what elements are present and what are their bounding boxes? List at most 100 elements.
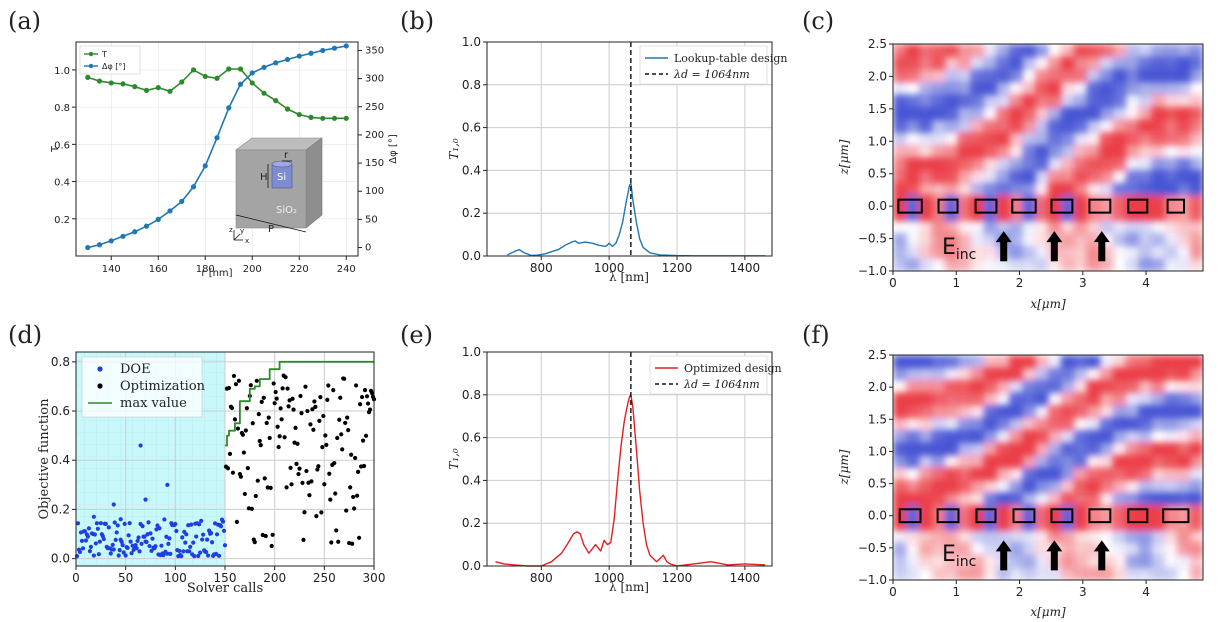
field-cell	[944, 81, 959, 96]
field-cell	[905, 170, 920, 184]
optimization-point	[272, 401, 277, 406]
field-cell	[944, 107, 959, 121]
field-cell	[931, 44, 946, 58]
field-cell	[1060, 417, 1075, 431]
legend-a-label-t: T	[101, 50, 107, 59]
data-point	[143, 87, 150, 93]
field-cell	[944, 195, 959, 209]
optimization-point	[290, 396, 295, 401]
field-cell	[1151, 81, 1165, 96]
pillar-outline	[937, 198, 959, 214]
field-cell	[957, 56, 972, 70]
field-cell	[944, 530, 959, 544]
field-cell	[893, 182, 907, 196]
field-cell	[1009, 480, 1023, 494]
field-cell	[1112, 144, 1127, 159]
field-cell	[970, 170, 985, 184]
doe-point	[214, 532, 220, 537]
field-cell	[906, 221, 920, 234]
legend-d-marker-opt	[97, 383, 103, 389]
field-cell	[996, 258, 1010, 271]
doe-point	[194, 534, 199, 539]
field-cell	[983, 144, 997, 159]
field-cell	[1099, 69, 1114, 83]
field-cell	[957, 542, 972, 556]
field-cell	[957, 81, 972, 96]
field-cell	[918, 69, 933, 83]
xlabel-a: r [nm]	[201, 268, 232, 279]
field-cell	[970, 555, 985, 569]
data-point	[202, 73, 208, 80]
y-tick-label: 0.5	[868, 477, 887, 491]
field-cell	[957, 367, 972, 381]
data-point	[249, 70, 255, 76]
pillar-outline	[1162, 508, 1190, 524]
data-point	[237, 66, 244, 72]
field-cell	[983, 258, 997, 271]
y-tick-label: 0.5	[868, 167, 887, 181]
field-cell	[1009, 430, 1023, 444]
doe-point	[188, 544, 193, 549]
field-cell	[970, 157, 985, 171]
field-cell	[1009, 220, 1023, 234]
field-cell	[970, 355, 985, 369]
field-cell	[1177, 157, 1191, 171]
field-cell	[918, 157, 933, 171]
field-cell	[1138, 467, 1152, 481]
field-cell	[893, 132, 907, 146]
field-cell	[1073, 392, 1088, 406]
field-cell	[1164, 207, 1178, 222]
x-tick-label: 1200	[662, 571, 693, 585]
optimization-point	[308, 422, 313, 427]
y-tick-label: 2.0	[868, 380, 887, 394]
field-cell	[1099, 157, 1114, 171]
field-cell	[1035, 207, 1049, 222]
data-point	[108, 80, 114, 86]
field-cell	[1099, 132, 1114, 146]
field-cell	[1009, 392, 1023, 406]
field-cell	[1073, 555, 1088, 569]
optimization-point	[235, 426, 241, 431]
field-cell	[931, 555, 946, 569]
field-cell	[1022, 392, 1036, 406]
field-cell	[1177, 182, 1191, 196]
field-cell	[1099, 417, 1114, 431]
field-cell	[957, 69, 972, 83]
doe-point	[149, 548, 154, 553]
field-cell	[1009, 442, 1023, 456]
field-cell	[1048, 182, 1062, 196]
field-cell	[1086, 94, 1101, 108]
field-cell	[1113, 258, 1127, 271]
field-cell	[1164, 417, 1178, 431]
optimization-point	[273, 389, 278, 395]
data-point	[214, 135, 220, 141]
field-cell	[918, 430, 933, 444]
data-point	[167, 208, 173, 214]
field-cell	[893, 480, 907, 494]
field-cell	[1164, 220, 1178, 234]
panel-label-a: (a)	[8, 7, 41, 35]
field-cell	[970, 530, 985, 544]
field-cell	[957, 220, 972, 234]
field-cell	[1035, 195, 1049, 209]
field-cell	[931, 170, 946, 184]
field-cell	[996, 492, 1010, 506]
optimization-point	[312, 399, 317, 404]
field-cell	[970, 233, 985, 247]
optimization-point	[316, 464, 321, 469]
optimization-point	[325, 397, 330, 402]
ylabel-b: T₁,₀	[447, 138, 461, 160]
field-cell	[983, 530, 997, 544]
field-cell	[983, 505, 997, 519]
x-tick-label: 220	[290, 264, 309, 275]
field-cell	[996, 182, 1010, 196]
ylabel-a: T	[50, 145, 61, 153]
field-cell	[893, 44, 907, 58]
data-point	[155, 216, 161, 222]
y2-tick-label: 0	[365, 243, 371, 254]
field-cell	[1138, 170, 1152, 184]
field-cell	[1099, 455, 1114, 469]
field-cell	[1009, 505, 1023, 519]
field-cell	[1151, 258, 1165, 271]
field-map-f	[893, 355, 1203, 580]
